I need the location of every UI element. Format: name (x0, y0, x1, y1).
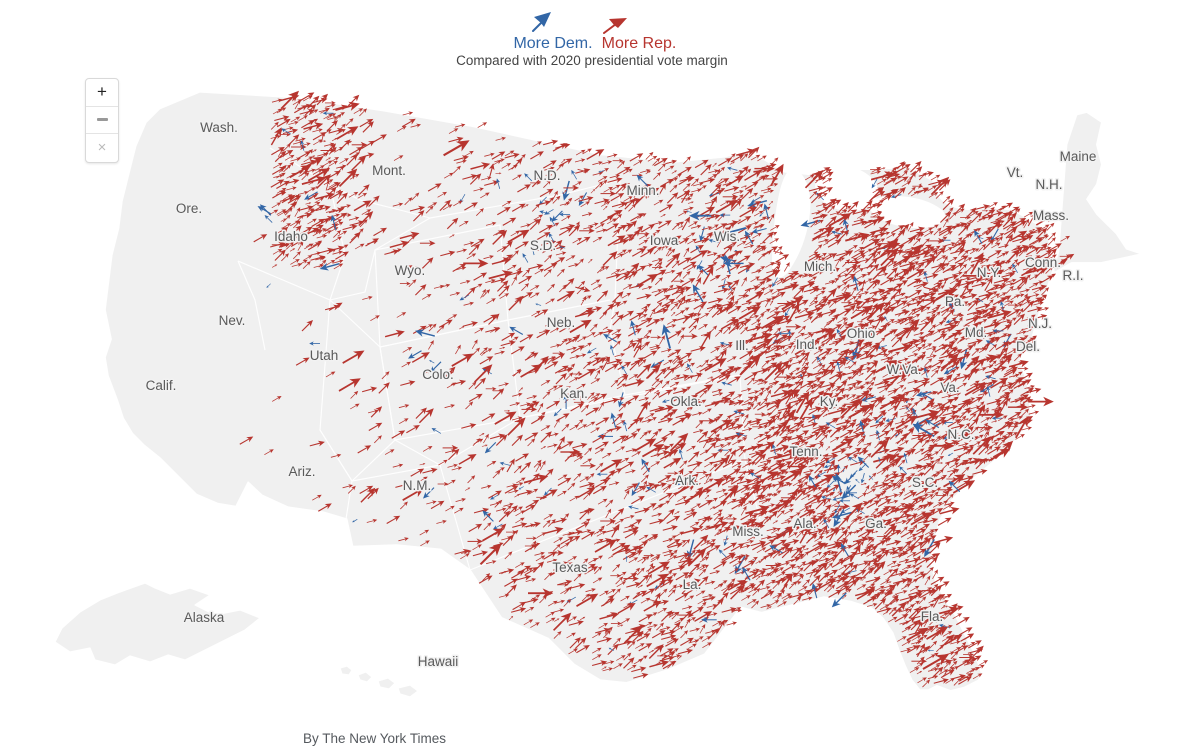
svg-text:Tenn.: Tenn. (789, 444, 822, 459)
svg-text:Mont.: Mont. (372, 163, 406, 178)
svg-text:Wash.: Wash. (200, 120, 238, 135)
svg-text:Nev.: Nev. (219, 313, 246, 328)
svg-text:W.Va.: W.Va. (886, 362, 921, 377)
svg-text:Vt.: Vt. (1007, 165, 1024, 180)
svg-text:Ky.: Ky. (820, 394, 839, 409)
svg-text:Fla.: Fla. (921, 609, 944, 624)
svg-text:Maine: Maine (1060, 149, 1097, 164)
svg-text:Compared with 2020 presidentia: Compared with 2020 presidential vote mar… (456, 53, 728, 68)
svg-text:N.D.: N.D. (534, 168, 561, 183)
svg-text:S.C.: S.C. (912, 475, 938, 490)
svg-text:Ariz.: Ariz. (289, 464, 316, 479)
svg-text:Kan.: Kan. (560, 386, 588, 401)
svg-text:Conn.: Conn. (1025, 255, 1061, 270)
svg-text:Ark.: Ark. (675, 473, 699, 488)
svg-text:N.M.: N.M. (403, 478, 432, 493)
svg-text:Calif.: Calif. (146, 378, 177, 393)
svg-text:Iowa: Iowa (650, 233, 679, 248)
svg-text:La.: La. (683, 577, 702, 592)
svg-text:More Dem.: More Dem. (513, 35, 592, 52)
svg-text:Ind.: Ind. (796, 337, 819, 352)
svg-text:Minn.: Minn. (626, 183, 659, 198)
svg-text:N.H.: N.H. (1036, 177, 1063, 192)
svg-text:Ohio: Ohio (847, 326, 876, 341)
svg-text:Wyo.: Wyo. (395, 263, 426, 278)
svg-text:R.I.: R.I. (1062, 268, 1083, 283)
svg-text:N.J.: N.J. (1028, 316, 1052, 331)
svg-text:Pa.: Pa. (945, 294, 965, 309)
svg-text:Md.: Md. (965, 325, 988, 340)
svg-text:Ore.: Ore. (176, 201, 202, 216)
svg-text:Alaska: Alaska (184, 610, 225, 625)
svg-text:N.Y.: N.Y. (977, 265, 1002, 280)
svg-text:Ill.: Ill. (735, 338, 749, 353)
svg-text:Ga.: Ga. (865, 516, 887, 531)
svg-text:More Rep.: More Rep. (602, 35, 677, 52)
svg-text:Texas: Texas (552, 560, 588, 575)
svg-text:Hawaii: Hawaii (418, 654, 459, 669)
svg-text:Neb.: Neb. (547, 315, 576, 330)
svg-text:S.D.: S.D. (530, 238, 556, 253)
svg-text:N.C.: N.C. (948, 427, 975, 442)
svg-text:Wis.: Wis. (714, 229, 740, 244)
svg-text:Del.: Del. (1016, 339, 1040, 354)
svg-text:Utah: Utah (310, 348, 339, 363)
svg-text:Mich.: Mich. (804, 259, 836, 274)
svg-text:Va.: Va. (940, 380, 959, 395)
svg-text:Ala.: Ala. (793, 516, 816, 531)
svg-text:Idaho: Idaho (274, 229, 308, 244)
svg-text:Mass.: Mass. (1033, 208, 1069, 223)
svg-text:Okla.: Okla. (670, 394, 702, 409)
svg-text:Miss.: Miss. (732, 524, 764, 539)
svg-text:Colo.: Colo. (422, 367, 454, 382)
